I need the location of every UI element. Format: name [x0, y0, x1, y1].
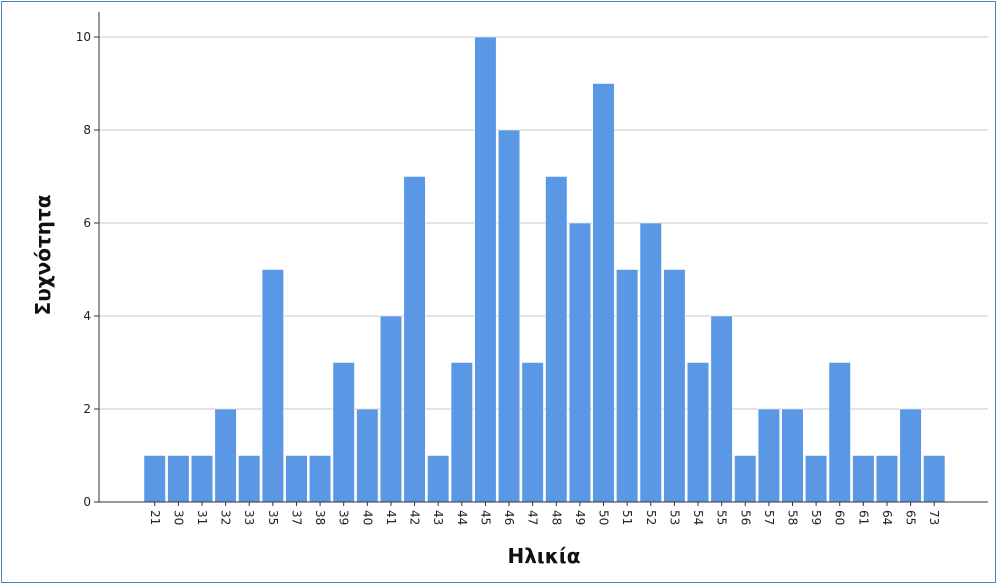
x-tick-label-40: 40 — [360, 510, 374, 525]
x-tick-label-46: 46 — [502, 510, 516, 525]
bar-73 — [923, 455, 946, 503]
bar-50 — [592, 83, 615, 503]
bar-57 — [757, 408, 780, 503]
x-tick-label-52: 52 — [644, 510, 658, 525]
x-tick-label-73: 73 — [927, 510, 941, 525]
bar-64 — [875, 455, 898, 503]
x-tick-label-54: 54 — [691, 510, 705, 525]
x-tick-label-44: 44 — [455, 510, 469, 525]
bar-61 — [852, 455, 875, 503]
y-tick-label-8: 8 — [83, 123, 91, 137]
y-tick-label-4: 4 — [83, 309, 91, 323]
bar-37 — [285, 455, 308, 503]
bar-layer — [143, 36, 946, 503]
x-tick-label-41: 41 — [384, 510, 398, 525]
bar-54 — [687, 362, 710, 503]
bar-46 — [498, 129, 521, 503]
bar-53 — [663, 269, 686, 503]
bar-52 — [639, 222, 662, 503]
bar-31 — [190, 455, 213, 503]
y-tick-label-6: 6 — [83, 216, 91, 230]
x-tick-label-43: 43 — [431, 510, 445, 525]
x-tick-label-37: 37 — [289, 510, 303, 525]
x-tick-label-65: 65 — [904, 510, 918, 525]
x-tick-label-30: 30 — [171, 510, 185, 525]
x-tick-label-48: 48 — [549, 510, 563, 525]
x-tick-label-38: 38 — [313, 510, 327, 525]
bar-38 — [309, 455, 332, 503]
y-axis-title: Συχνότητα — [31, 195, 55, 316]
x-tick-label-33: 33 — [242, 510, 256, 525]
grid-layer — [99, 36, 988, 410]
x-tick-label-58: 58 — [785, 510, 799, 525]
x-tick-label-59: 59 — [809, 510, 823, 525]
x-tick-label-31: 31 — [195, 510, 209, 525]
bar-30 — [167, 455, 190, 503]
x-axis-title: Ηλικία — [508, 544, 581, 568]
bar-56 — [734, 455, 757, 503]
axis-layer — [94, 12, 988, 506]
x-tick-label-45: 45 — [478, 510, 492, 525]
bar-33 — [238, 455, 261, 503]
bar-45 — [474, 36, 497, 503]
bar-21 — [143, 455, 166, 503]
x-tick-label-47: 47 — [526, 510, 540, 525]
bar-65 — [899, 408, 922, 503]
x-tick-label-61: 61 — [856, 510, 870, 525]
bar-49 — [568, 222, 591, 503]
bar-55 — [710, 315, 733, 503]
bar-44 — [450, 362, 473, 503]
bar-48 — [545, 176, 568, 503]
x-tick-label-39: 39 — [337, 510, 351, 525]
bar-59 — [805, 455, 828, 503]
x-tick-label-35: 35 — [266, 510, 280, 525]
bar-40 — [356, 408, 379, 503]
x-tick-label-55: 55 — [715, 510, 729, 525]
bar-47 — [521, 362, 544, 503]
bar-41 — [379, 315, 402, 503]
x-tick-label-64: 64 — [880, 510, 894, 525]
y-tick-label-2: 2 — [83, 402, 91, 416]
x-tick-label-42: 42 — [408, 510, 422, 525]
x-tick-label-60: 60 — [833, 510, 847, 525]
x-tick-label-53: 53 — [667, 510, 681, 525]
bar-43 — [427, 455, 450, 503]
x-tick-label-56: 56 — [738, 510, 752, 525]
y-tick-label-0: 0 — [83, 495, 91, 509]
bar-42 — [403, 176, 426, 503]
y-tick-label-10: 10 — [76, 30, 91, 44]
x-tick-label-50: 50 — [597, 510, 611, 525]
bar-58 — [781, 408, 804, 503]
bar-60 — [828, 362, 851, 503]
x-tick-label-51: 51 — [620, 510, 634, 525]
x-tick-label-21: 21 — [148, 510, 162, 525]
x-tick-label-57: 57 — [762, 510, 776, 525]
bar-39 — [332, 362, 355, 503]
bar-35 — [261, 269, 284, 503]
bar-32 — [214, 408, 237, 503]
bar-51 — [616, 269, 639, 503]
x-tick-label-32: 32 — [219, 510, 233, 525]
x-tick-label-49: 49 — [573, 510, 587, 525]
